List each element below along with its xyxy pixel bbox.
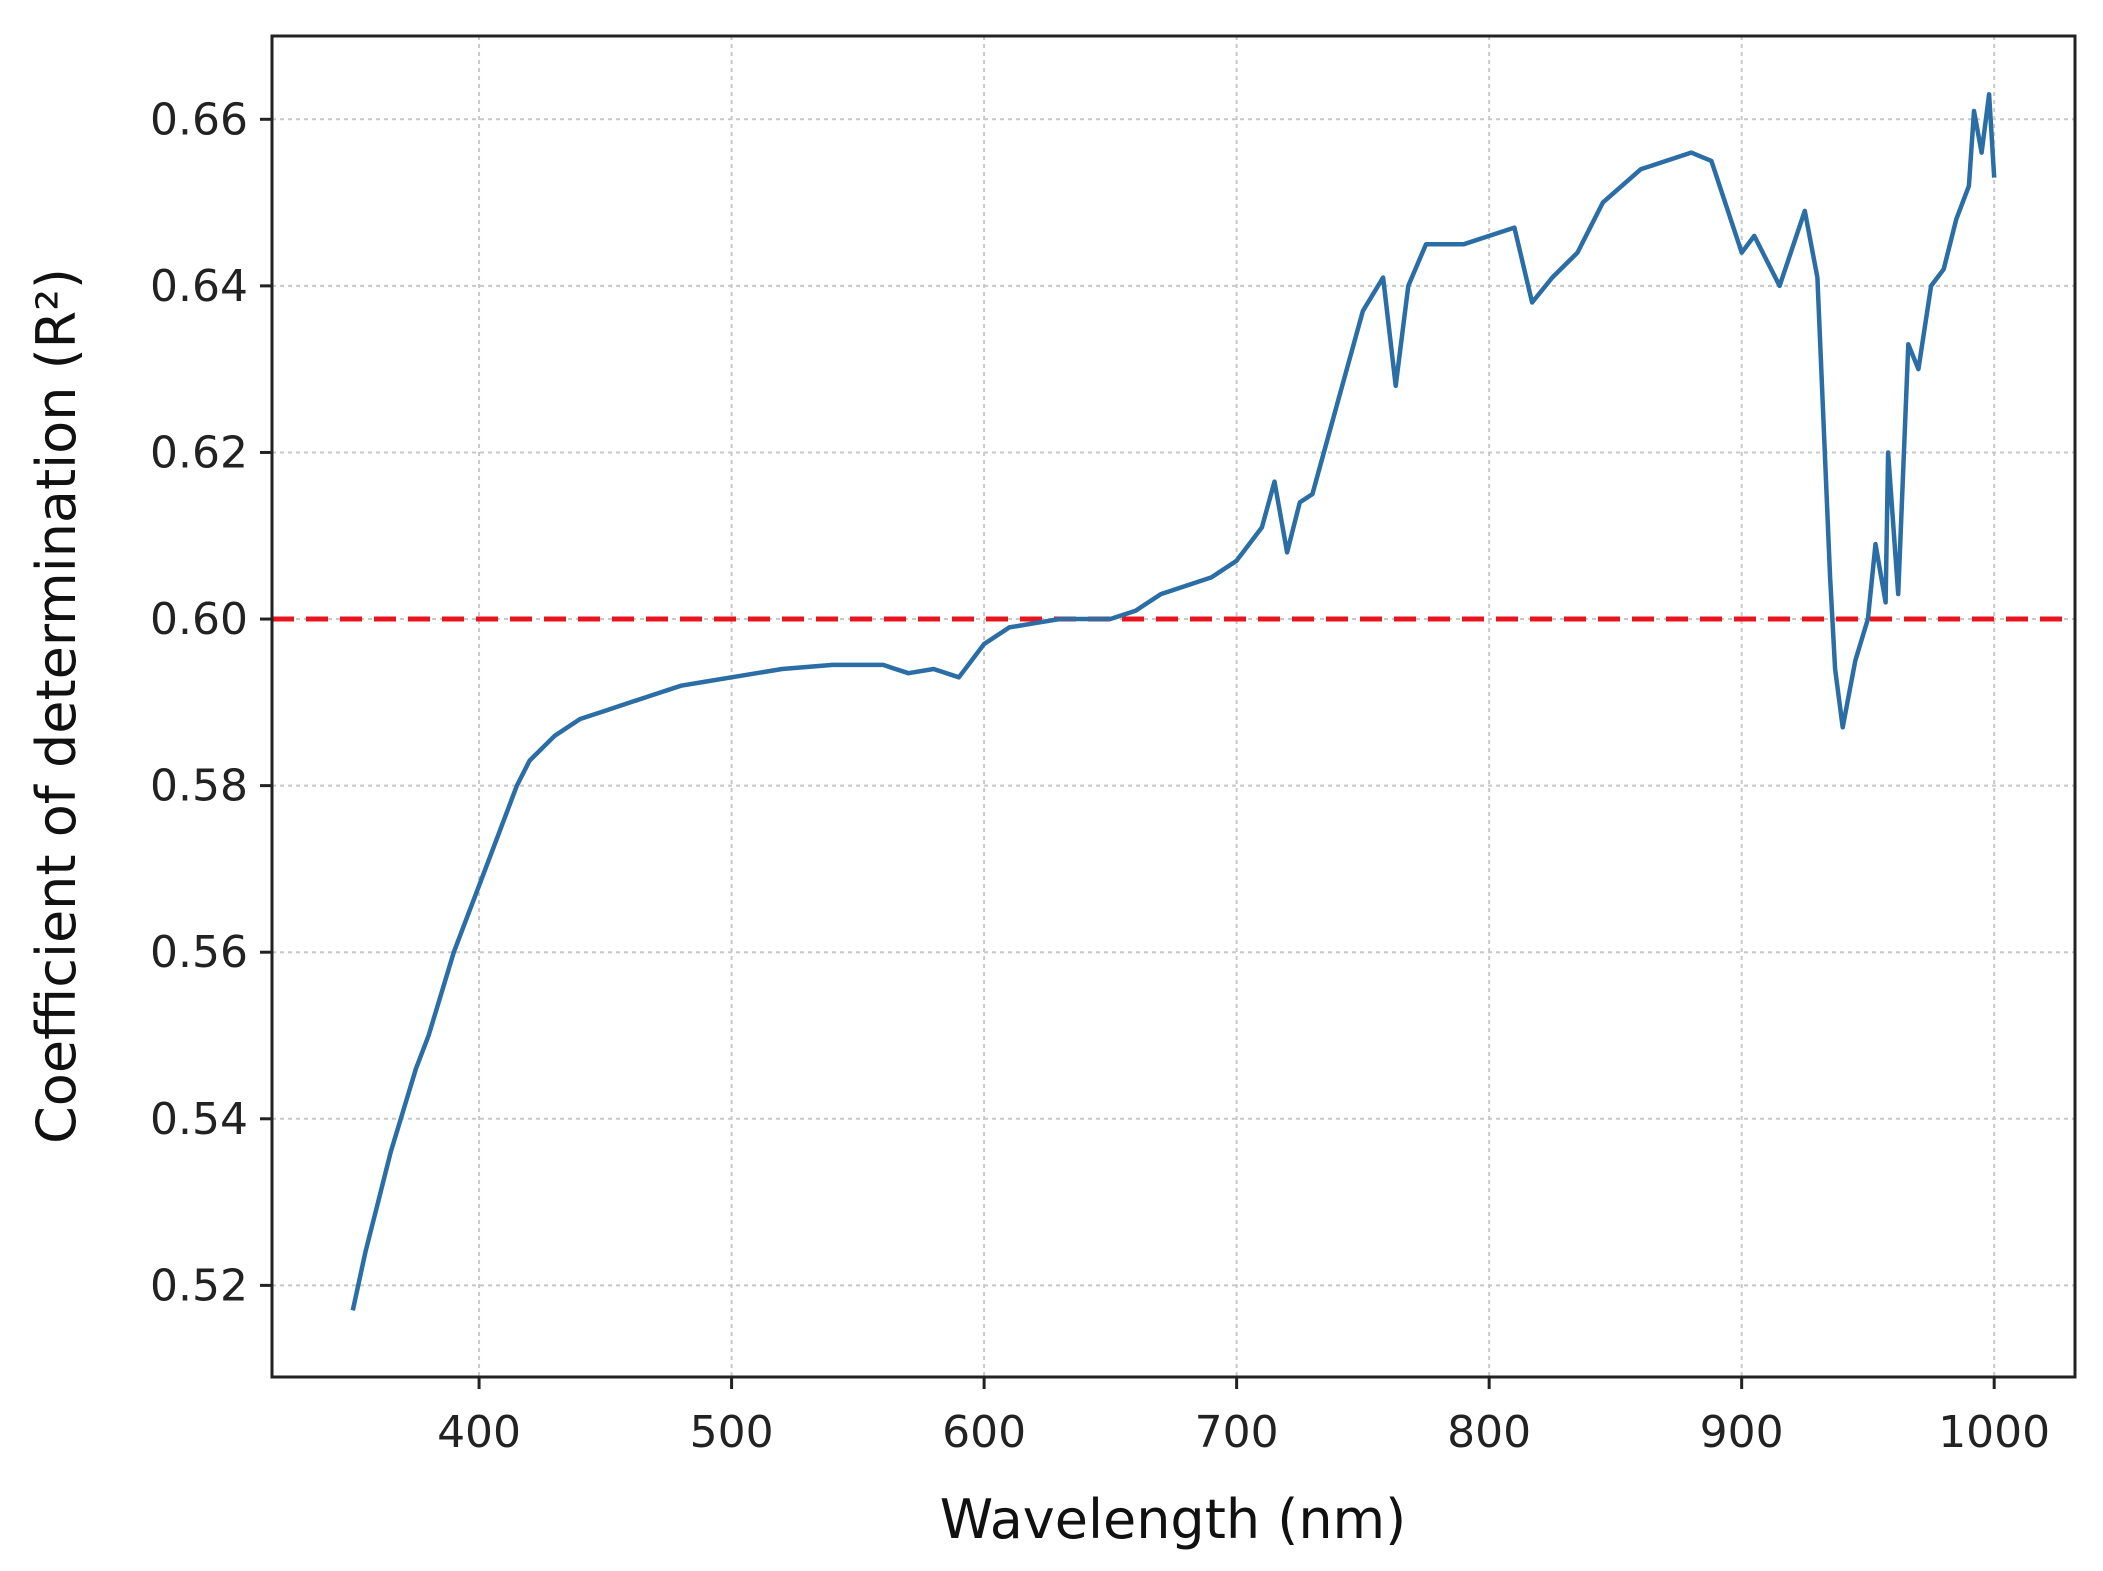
y-tick-label: 0.64 — [150, 261, 248, 312]
x-axis-label: Wavelength (nm) — [940, 1488, 1406, 1551]
y-tick-label: 0.52 — [150, 1260, 248, 1311]
y-tick-label: 0.66 — [150, 94, 248, 145]
y-axis-label: Coefficient of determination (R²) — [25, 268, 88, 1144]
y-tick-label: 0.62 — [150, 427, 248, 478]
axes-frame — [270, 34, 2077, 1379]
x-tick-label: 1000 — [1938, 1407, 2050, 1458]
x-tick-label: 700 — [1195, 1407, 1279, 1458]
y-tick-label: 0.60 — [150, 594, 248, 645]
y-tick-label: 0.58 — [150, 761, 248, 812]
x-tick-label: 500 — [690, 1407, 774, 1458]
y-tick-label: 0.54 — [150, 1094, 248, 1145]
y-tick-label: 0.56 — [150, 927, 248, 978]
y-axis: 0.52 0.54 0.56 0.58 0.60 0.62 0.64 0.66 — [150, 94, 272, 1311]
x-tick-label: 600 — [942, 1407, 1026, 1458]
x-tick-label: 800 — [1447, 1407, 1531, 1458]
r2-series-line — [350, 92, 1997, 1311]
x-tick-label: 400 — [437, 1407, 521, 1458]
x-axis: 400 500 600 700 800 900 1000 — [437, 1377, 2050, 1458]
grid — [272, 36, 2075, 1377]
series-group — [350, 92, 1997, 1311]
x-tick-label: 900 — [1700, 1407, 1784, 1458]
